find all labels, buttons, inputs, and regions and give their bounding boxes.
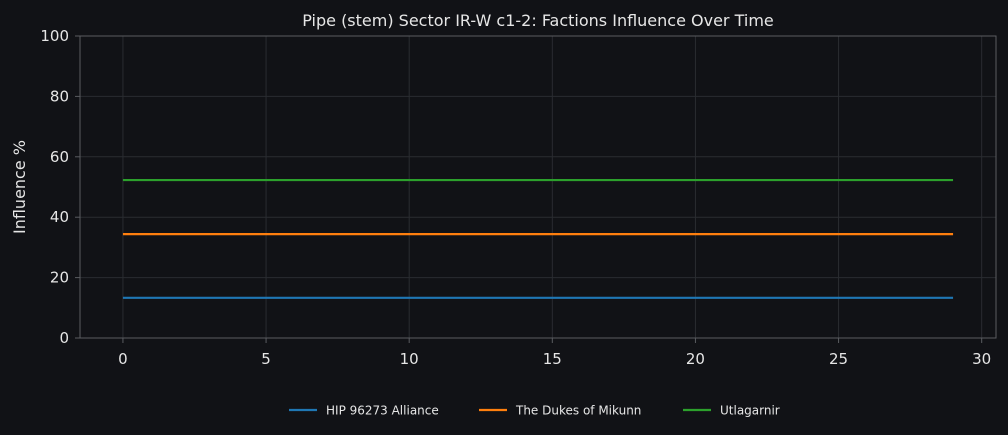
y-tick-label: 80 — [50, 87, 69, 105]
legend-label: Utlagarnir — [720, 404, 780, 418]
y-tick-label: 60 — [50, 148, 69, 166]
y-tick-label: 0 — [59, 329, 69, 347]
y-tick-label: 40 — [50, 208, 69, 226]
y-tick-label: 20 — [50, 269, 69, 287]
x-tick-label: 20 — [686, 350, 705, 368]
chart-title: Pipe (stem) Sector IR-W c1-2: Factions I… — [302, 11, 774, 30]
y-tick-label: 100 — [40, 27, 69, 45]
x-tick-label: 5 — [261, 350, 271, 368]
legend: HIP 96273 Alliance The Dukes of Mikunn Utl… — [289, 404, 780, 418]
plot-frame — [79, 35, 997, 339]
y-axis-label: Influence % — [10, 140, 29, 234]
x-tick-label: 15 — [543, 350, 562, 368]
series-lines — [122, 178, 954, 299]
x-tick-label: 10 — [400, 350, 419, 368]
legend-label: The Dukes of Mikunn — [515, 404, 641, 418]
x-tick-label: 0 — [118, 350, 128, 368]
axes — [79, 35, 997, 339]
x-tick-label: 25 — [829, 350, 848, 368]
legend-label: HIP 96273 Alliance — [326, 404, 439, 418]
tick-labels: 0 5 10 15 20 25 30 0 20 40 60 80 100 — [40, 27, 991, 368]
x-tick-label: 30 — [972, 350, 991, 368]
